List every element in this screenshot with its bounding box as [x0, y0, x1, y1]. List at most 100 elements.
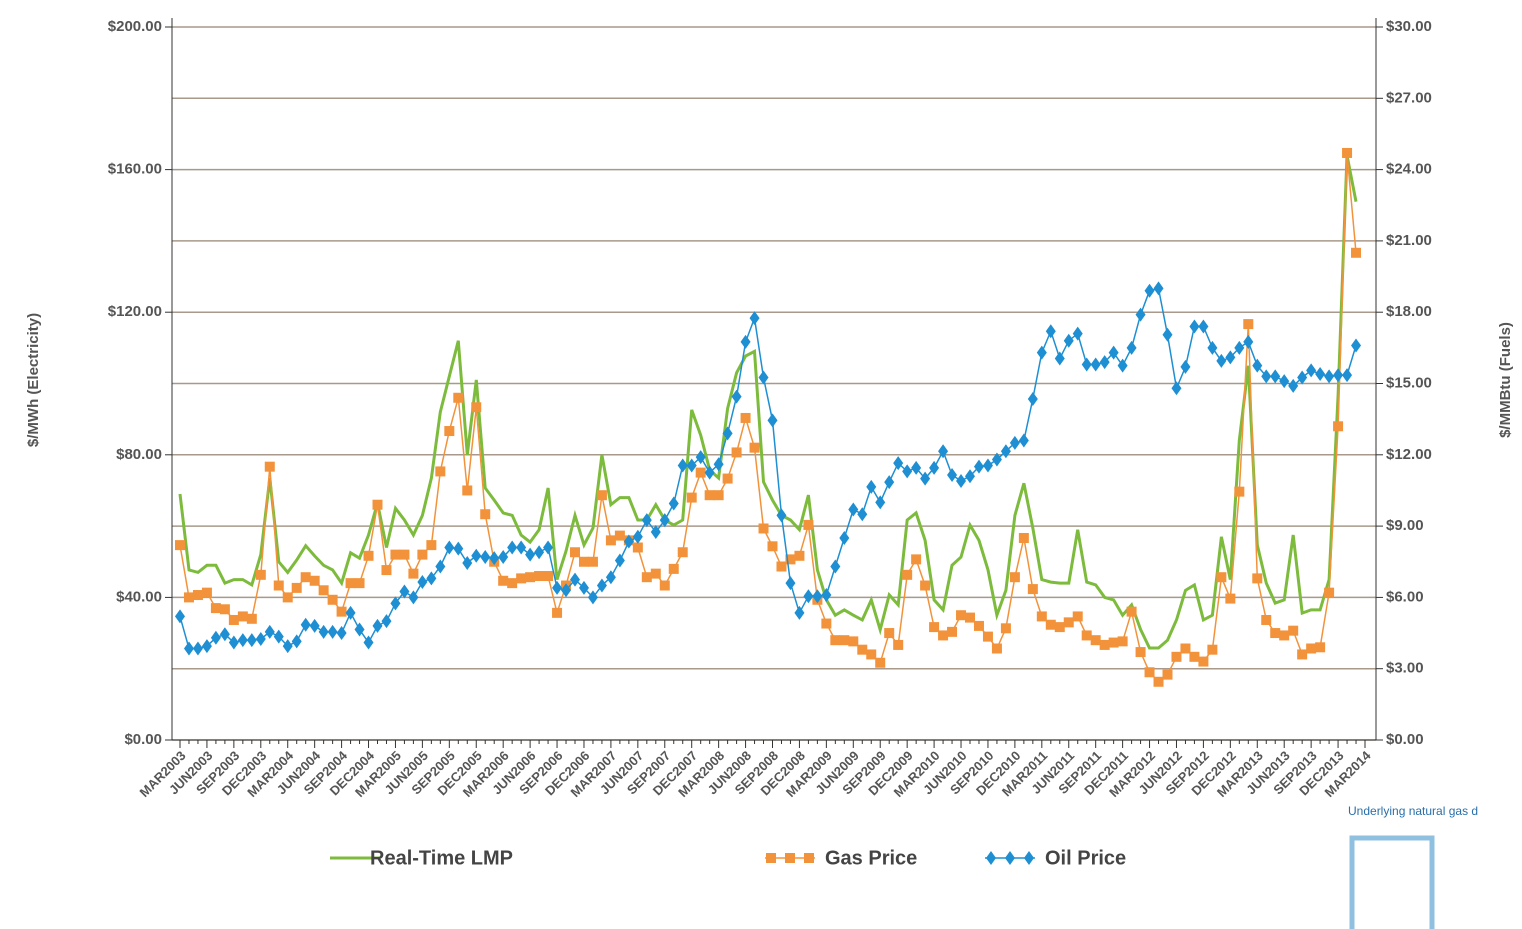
marker — [543, 540, 554, 555]
marker — [1351, 338, 1362, 353]
marker — [830, 559, 841, 574]
marker — [991, 643, 1002, 654]
y-axis-title: $/MWh (Electricity) — [25, 313, 42, 447]
marker — [1099, 639, 1110, 650]
marker — [1153, 281, 1164, 296]
marker — [408, 590, 419, 605]
marker — [704, 490, 715, 501]
marker — [911, 460, 922, 475]
marker — [1315, 366, 1326, 381]
y2-axis-title: $/MMBtu (Fuels) — [1497, 322, 1514, 438]
marker — [1234, 340, 1245, 355]
marker — [776, 508, 787, 523]
marker — [1180, 643, 1191, 654]
marker — [614, 530, 625, 541]
marker — [192, 641, 203, 656]
marker — [677, 458, 688, 473]
marker — [605, 535, 616, 546]
marker — [408, 568, 419, 579]
marker — [237, 611, 248, 622]
marker — [273, 629, 284, 644]
legend-marker — [1024, 851, 1034, 865]
marker — [929, 460, 940, 475]
marker — [507, 578, 518, 589]
marker — [336, 606, 347, 617]
marker — [947, 468, 958, 483]
legend-label: Real-Time LMP — [370, 847, 513, 869]
marker — [1342, 147, 1353, 158]
note-box — [1349, 835, 1435, 929]
marker — [587, 556, 598, 567]
marker — [516, 540, 527, 555]
marker — [1117, 636, 1128, 647]
marker — [552, 607, 563, 618]
marker — [489, 551, 500, 566]
marker — [1135, 647, 1146, 658]
marker — [713, 457, 724, 472]
marker — [1279, 630, 1290, 641]
marker — [1243, 319, 1254, 330]
marker — [175, 540, 185, 551]
marker — [794, 550, 805, 561]
marker — [1018, 532, 1029, 543]
marker — [354, 622, 365, 637]
marker — [803, 589, 814, 604]
y2-tick-label: $12.00 — [1386, 446, 1432, 463]
marker — [641, 572, 652, 583]
marker — [1252, 358, 1263, 373]
y2-tick-label: $0.00 — [1386, 731, 1424, 748]
marker — [462, 485, 473, 496]
marker — [767, 541, 778, 552]
marker — [965, 612, 975, 623]
marker — [1090, 635, 1101, 646]
marker — [803, 519, 814, 530]
marker — [1351, 247, 1362, 258]
marker — [1225, 593, 1236, 604]
marker — [605, 570, 616, 585]
marker — [1018, 433, 1029, 448]
note: Underlying natural gas d — [1348, 804, 1478, 818]
marker — [273, 580, 284, 591]
marker — [866, 649, 877, 660]
marker — [1054, 351, 1065, 366]
marker — [866, 479, 877, 494]
marker — [210, 630, 221, 645]
y2-tick-label: $6.00 — [1386, 588, 1424, 605]
marker — [1180, 359, 1191, 374]
marker — [264, 624, 275, 639]
marker — [677, 547, 688, 558]
marker — [246, 613, 257, 624]
marker — [650, 568, 661, 579]
y2-tick-label: $30.00 — [1386, 18, 1432, 35]
marker — [435, 466, 446, 477]
marker — [309, 618, 320, 633]
marker — [1189, 651, 1200, 662]
marker — [1027, 584, 1038, 595]
marker — [686, 458, 697, 473]
marker — [1162, 669, 1173, 680]
y2-tick-label: $24.00 — [1386, 161, 1432, 178]
marker — [345, 605, 356, 620]
marker — [345, 578, 356, 589]
marker — [543, 571, 554, 582]
marker — [570, 572, 580, 587]
y-tick-label: $80.00 — [116, 446, 162, 463]
marker — [614, 553, 625, 568]
marker — [902, 464, 913, 479]
marker — [300, 572, 311, 583]
marker — [192, 590, 203, 601]
marker — [1189, 319, 1200, 334]
y2-tick-label: $18.00 — [1386, 303, 1432, 320]
marker — [1126, 606, 1137, 617]
marker — [534, 545, 545, 560]
marker — [201, 587, 212, 598]
marker — [1054, 622, 1065, 633]
marker — [309, 575, 320, 586]
marker — [875, 657, 886, 668]
marker — [264, 461, 275, 472]
marker — [938, 444, 949, 459]
marker — [561, 583, 572, 598]
y2-tick-label: $15.00 — [1386, 374, 1432, 391]
marker — [1333, 368, 1344, 383]
marker — [219, 604, 230, 615]
